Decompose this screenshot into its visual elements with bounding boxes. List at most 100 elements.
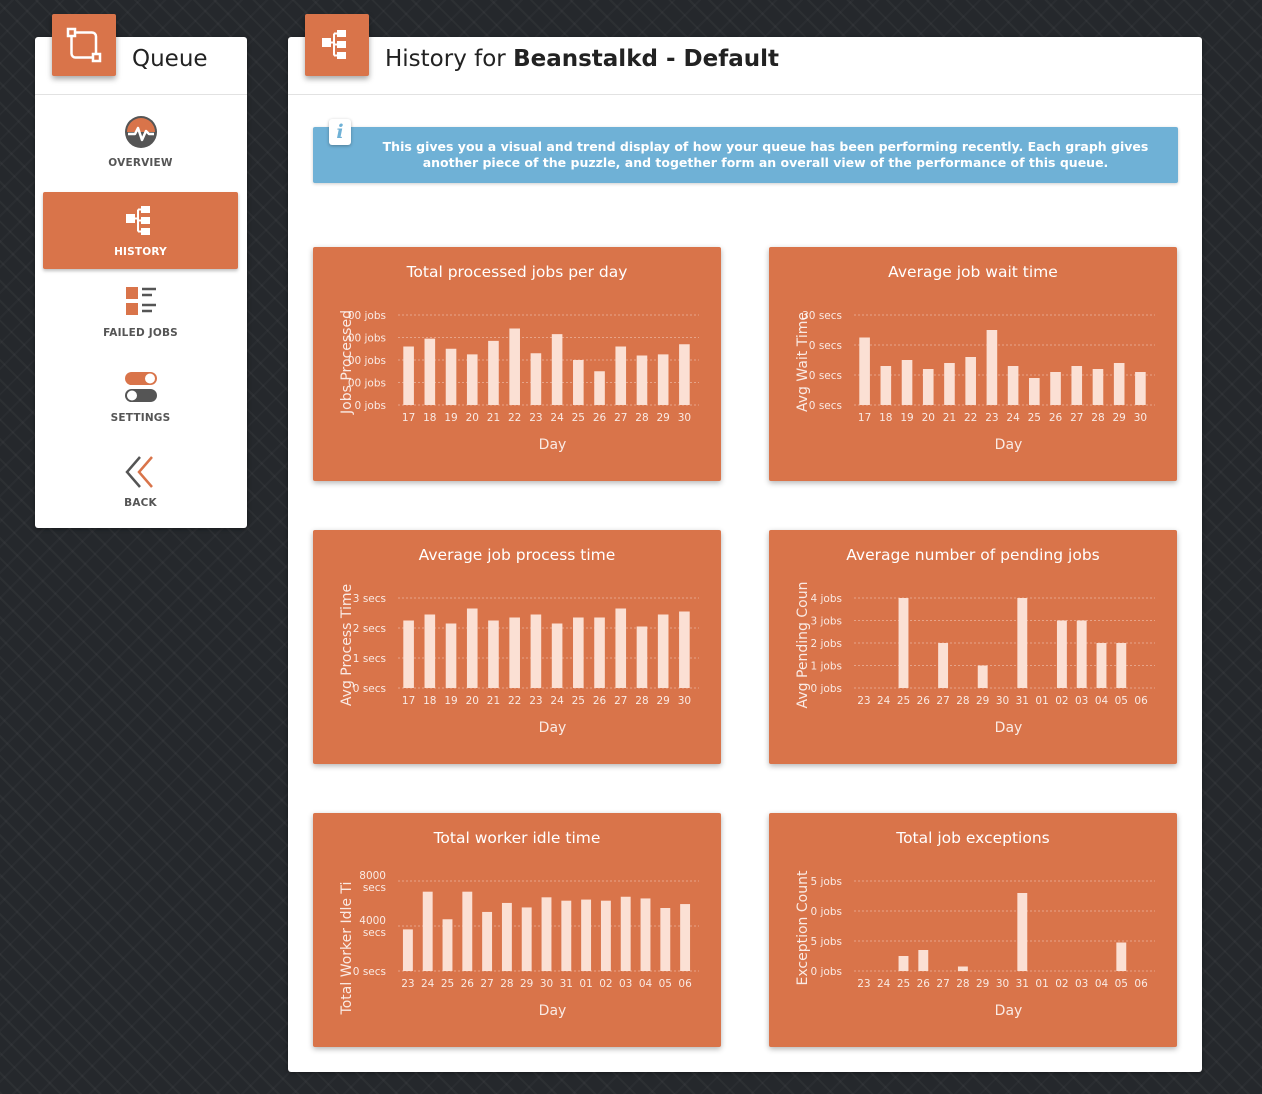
- x-tick-label: 20: [922, 412, 935, 424]
- bar: [1017, 598, 1028, 688]
- bar: [530, 614, 542, 688]
- history-badge-icon: [305, 14, 369, 76]
- bar: [466, 608, 478, 688]
- x-tick-label: 27: [936, 695, 949, 707]
- chart-title: Average job process time: [419, 546, 616, 564]
- x-tick-label: 24: [877, 695, 891, 707]
- y-tick-label: 5 jobs: [811, 876, 843, 888]
- bar: [530, 353, 542, 405]
- y-axis-label: Exception Count: [795, 870, 811, 985]
- y-tick-label: 8000 secs: [359, 870, 386, 894]
- info-text: This gives you a visual and trend displa…: [382, 139, 1149, 170]
- x-tick-label: 01: [579, 978, 592, 990]
- y-tick-label: 4000 secs: [359, 915, 386, 939]
- bar: [636, 626, 648, 688]
- x-tick-label: 05: [1115, 695, 1128, 707]
- chart-pending-jobs: Average number of pending jobs 0 jobs 1 jo…: [769, 530, 1177, 764]
- x-tick-label: 05: [1115, 978, 1128, 990]
- bar: [880, 366, 892, 405]
- x-tick-label: 28: [635, 695, 648, 707]
- info-box: i This gives you a visual and trend disp…: [313, 119, 1178, 183]
- x-tick-label: 20: [466, 412, 479, 424]
- bar: [938, 643, 949, 688]
- x-tick-label: 26: [917, 978, 931, 990]
- bar: [551, 623, 563, 688]
- nav-back[interactable]: BACK: [43, 443, 238, 520]
- nav-history[interactable]: HISTORY: [43, 192, 238, 269]
- y-axis-label: Avg Process Time: [339, 584, 355, 706]
- x-tick-label: 30: [996, 695, 1009, 707]
- chart-process-time: Average job process time 0 secs 1 secs 2 se…: [313, 530, 721, 764]
- bar: [462, 891, 473, 971]
- x-tick-label: 01: [1035, 695, 1048, 707]
- x-tick-label: 25: [897, 978, 910, 990]
- bar: [679, 611, 690, 688]
- x-tick-label: 26: [593, 412, 607, 424]
- x-tick-label: 31: [1016, 978, 1029, 990]
- bar: [901, 360, 913, 405]
- x-tick-label: 27: [480, 978, 493, 990]
- bar: [501, 902, 512, 971]
- chart-title: Average number of pending jobs: [846, 546, 1100, 564]
- bar: [1007, 366, 1019, 405]
- bar: [488, 340, 499, 405]
- bar: [957, 966, 968, 971]
- nav-overview[interactable]: OVERVIEW: [43, 103, 238, 180]
- x-tick-label: 19: [444, 695, 457, 707]
- x-tick-label: 28: [500, 978, 513, 990]
- bar: [660, 908, 671, 971]
- x-tick-label: 27: [1070, 412, 1083, 424]
- x-tick-label: 06: [678, 978, 692, 990]
- bar: [636, 355, 648, 405]
- x-tick-label: 24: [550, 695, 564, 707]
- x-tick-label: 24: [550, 412, 564, 424]
- nav-back-label: BACK: [124, 496, 157, 509]
- x-tick-label: 22: [508, 412, 521, 424]
- chart-title: Total worker idle time: [433, 829, 601, 847]
- bar: [986, 330, 998, 405]
- bar: [402, 929, 413, 971]
- y-tick-label: 2 secs: [353, 623, 386, 635]
- x-tick-label: 06: [1134, 695, 1148, 707]
- bar: [422, 891, 433, 971]
- bar: [1029, 378, 1040, 405]
- nav-failed-jobs[interactable]: FAILED JOBS: [43, 273, 238, 350]
- y-tick-label: 0 jobs: [811, 906, 843, 918]
- bar: [965, 357, 976, 405]
- x-tick-label: 30: [540, 978, 553, 990]
- x-tick-label: 23: [401, 978, 414, 990]
- x-tick-label: 27: [614, 695, 627, 707]
- x-tick-label: 06: [1134, 978, 1148, 990]
- bar: [944, 363, 955, 405]
- x-tick-label: 23: [985, 412, 998, 424]
- y-tick-label: 0 secs: [353, 966, 386, 978]
- chart-title: Average job wait time: [888, 263, 1058, 281]
- x-tick-label: 22: [508, 695, 521, 707]
- toggle-icon: [124, 371, 157, 402]
- x-tick-label: 30: [1134, 412, 1147, 424]
- sidebar-title: Queue: [132, 46, 208, 72]
- x-tick-label: 20: [466, 695, 479, 707]
- x-tick-label: 26: [917, 695, 931, 707]
- x-tick-label: 27: [614, 412, 627, 424]
- x-tick-label: 24: [1006, 412, 1020, 424]
- bar: [573, 360, 584, 405]
- y-axis-label: Avg Wait Time: [795, 312, 811, 412]
- x-tick-label: 02: [1055, 978, 1068, 990]
- x-tick-label: 21: [943, 412, 956, 424]
- nav-settings[interactable]: SETTINGS: [43, 358, 238, 435]
- x-tick-label: 03: [1075, 695, 1088, 707]
- x-tick-label: 29: [656, 412, 669, 424]
- bar: [466, 354, 478, 405]
- y-tick-label: 3 jobs: [811, 616, 843, 628]
- bar: [1056, 620, 1067, 688]
- bar: [594, 371, 605, 405]
- bar: [594, 617, 605, 688]
- y-axis-label: Total Worker Idle Ti: [339, 882, 355, 1016]
- history-panel: History for Beanstalkd - Default i This …: [288, 14, 1202, 1072]
- x-tick-label: 25: [1028, 412, 1041, 424]
- divider: [35, 94, 247, 95]
- nav-overview-label: OVERVIEW: [108, 156, 173, 169]
- history-icon: [125, 205, 150, 235]
- info-icon: i: [329, 119, 351, 145]
